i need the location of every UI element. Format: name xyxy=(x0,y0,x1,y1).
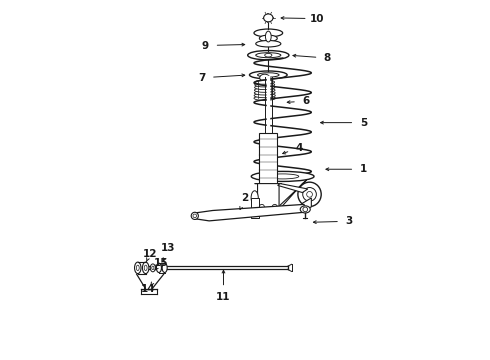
Ellipse shape xyxy=(254,91,275,95)
Text: 4: 4 xyxy=(295,143,302,153)
Polygon shape xyxy=(195,204,304,221)
Ellipse shape xyxy=(255,83,275,87)
Ellipse shape xyxy=(247,50,289,60)
Text: 12: 12 xyxy=(143,248,157,258)
Ellipse shape xyxy=(264,14,273,22)
Ellipse shape xyxy=(267,174,299,179)
Ellipse shape xyxy=(136,265,139,271)
Ellipse shape xyxy=(259,35,277,41)
Ellipse shape xyxy=(254,93,275,98)
Text: 3: 3 xyxy=(345,216,353,226)
Ellipse shape xyxy=(303,207,308,212)
Ellipse shape xyxy=(298,182,321,207)
Ellipse shape xyxy=(249,71,287,79)
Ellipse shape xyxy=(254,29,283,37)
Ellipse shape xyxy=(143,262,149,274)
Ellipse shape xyxy=(255,85,275,90)
Ellipse shape xyxy=(255,80,274,84)
Ellipse shape xyxy=(191,212,198,220)
Bar xyxy=(251,198,259,218)
Ellipse shape xyxy=(156,263,161,273)
Ellipse shape xyxy=(256,53,281,58)
Text: 1: 1 xyxy=(360,164,367,174)
Ellipse shape xyxy=(251,171,314,181)
Polygon shape xyxy=(278,184,308,193)
Polygon shape xyxy=(300,198,311,212)
Text: 6: 6 xyxy=(302,96,310,106)
Polygon shape xyxy=(255,184,282,212)
Ellipse shape xyxy=(266,31,271,42)
Text: 14: 14 xyxy=(141,284,155,294)
Ellipse shape xyxy=(265,53,272,57)
Ellipse shape xyxy=(150,264,155,272)
Ellipse shape xyxy=(260,74,270,81)
Ellipse shape xyxy=(254,88,275,92)
Ellipse shape xyxy=(135,262,141,274)
Ellipse shape xyxy=(303,188,317,201)
Text: 7: 7 xyxy=(198,73,206,83)
Ellipse shape xyxy=(259,204,265,210)
Ellipse shape xyxy=(256,41,281,47)
Polygon shape xyxy=(278,180,307,211)
Ellipse shape xyxy=(144,265,147,271)
Text: 2: 2 xyxy=(242,193,248,203)
Text: 15: 15 xyxy=(153,258,168,268)
Bar xyxy=(259,134,277,184)
Text: 13: 13 xyxy=(161,243,175,253)
Text: 8: 8 xyxy=(324,53,331,63)
Text: 9: 9 xyxy=(202,41,209,50)
Ellipse shape xyxy=(251,191,258,205)
Ellipse shape xyxy=(272,204,277,210)
Text: 11: 11 xyxy=(216,292,231,302)
Ellipse shape xyxy=(300,206,310,213)
Text: 5: 5 xyxy=(360,118,367,128)
Text: 10: 10 xyxy=(310,14,324,24)
Ellipse shape xyxy=(254,96,275,100)
Ellipse shape xyxy=(162,263,167,273)
Ellipse shape xyxy=(258,73,279,77)
